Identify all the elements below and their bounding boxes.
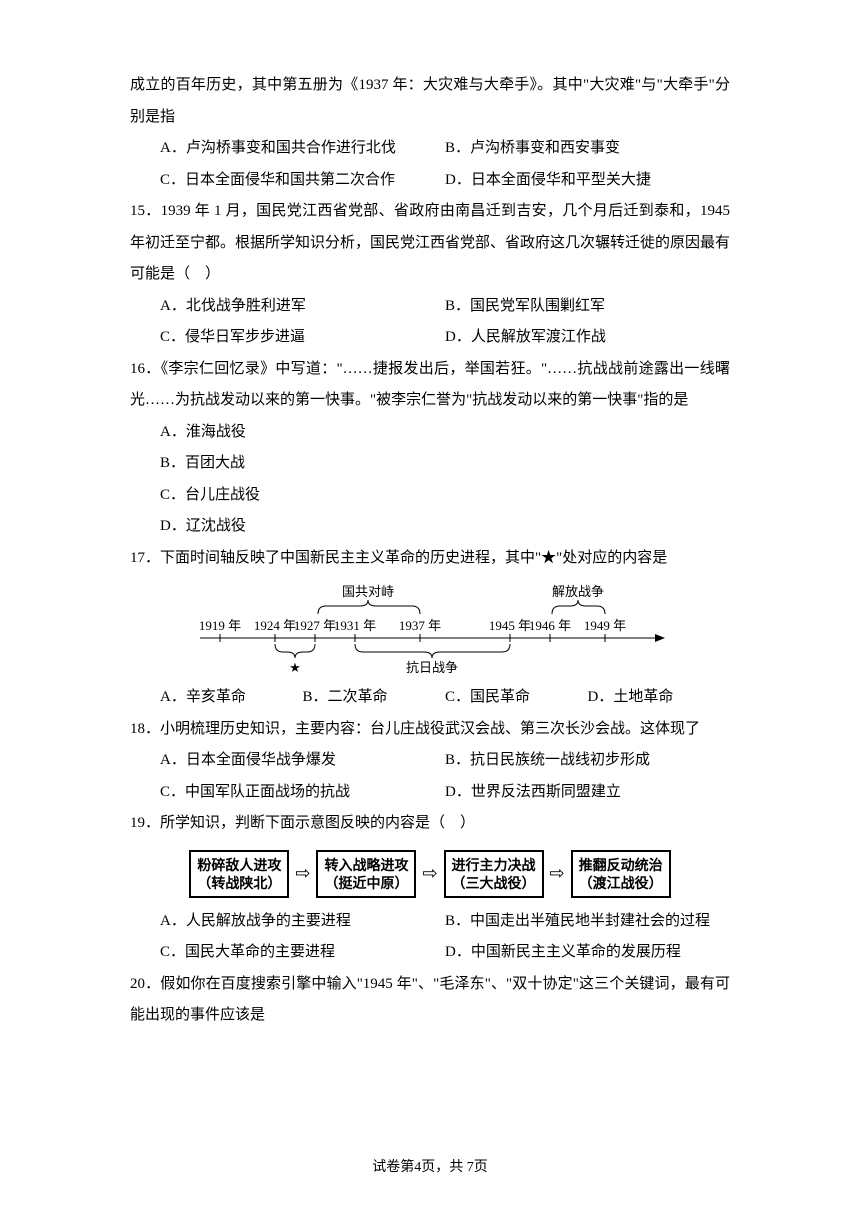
- q19-option-b: B．中国走出半殖民地半封建社会的过程: [445, 906, 730, 938]
- q17-option-b: B．二次革命: [303, 682, 446, 714]
- timeline-1946: 1946 年: [529, 618, 571, 633]
- flow-box-2: 转入战略进攻 （挺近中原）: [316, 850, 416, 898]
- q16-option-c: C．台儿庄战役: [130, 480, 730, 512]
- flow-box-3: 进行主力决战 （三大战役）: [444, 850, 544, 898]
- timeline-1924: 1924 年: [254, 618, 296, 633]
- q17-option-d: D．土地革命: [588, 682, 731, 714]
- q17-text: 17．下面时间轴反映了中国新民主主义革命的历史进程，其中"★"处对应的内容是: [130, 543, 730, 575]
- timeline-liberation: 解放战争: [552, 584, 604, 599]
- q19-options-row1: A．人民解放战争的主要进程 B．中国走出半殖民地半封建社会的过程: [130, 906, 730, 938]
- q16-text: 16．《李宗仁回忆录》中写道："……捷报发出后，举国若狂。"……抗战战前途露出一…: [130, 354, 730, 417]
- flow-box-4: 推翻反动统治 （渡江战役）: [571, 850, 671, 898]
- flow-arrow-2: ⇨: [422, 855, 437, 893]
- flow-box1-l1: 粉碎敌人进攻: [197, 857, 281, 873]
- q16-option-d: D．辽沈战役: [130, 511, 730, 543]
- q16-options: A．淮海战役 B．百团大战 C．台儿庄战役 D．辽沈战役: [130, 417, 730, 543]
- q18-options-row1: A．日本全面侵华战争爆发 B．抗日民族统一战线初步形成: [130, 745, 730, 777]
- page-content: 成立的百年历史，其中第五册为《1937 年：大灾难与大牵手》。其中"大灾难"与"…: [0, 0, 860, 1072]
- flow-box3-l2: （三大战役）: [452, 875, 536, 891]
- flow-diagram: 粉碎敌人进攻 （转战陕北） ⇨ 转入战略进攻 （挺近中原） ⇨ 进行主力决战 （…: [130, 850, 730, 898]
- timeline-1927: 1927 年: [294, 618, 336, 633]
- timeline-1919: 1919 年: [199, 618, 241, 633]
- timeline-1937: 1937 年: [399, 618, 441, 633]
- timeline-1949: 1949 年: [584, 618, 626, 633]
- intro-option-b: B．卢沟桥事变和西安事变: [445, 133, 730, 165]
- intro-text: 成立的百年历史，其中第五册为《1937 年：大灾难与大牵手》。其中"大灾难"与"…: [130, 70, 730, 133]
- q18-options-row2: C．中国军队正面战场的抗战 D．世界反法西斯同盟建立: [130, 777, 730, 809]
- q18-option-a: A．日本全面侵华战争爆发: [160, 745, 445, 777]
- q15-option-d: D．人民解放军渡江作战: [445, 322, 730, 354]
- intro-option-a: A．卢沟桥事变和国共合作进行北伐: [160, 133, 445, 165]
- timeline-1945: 1945 年: [489, 618, 531, 633]
- flow-box4-l1: 推翻反动统治: [579, 857, 663, 873]
- q18-option-d: D．世界反法西斯同盟建立: [445, 777, 730, 809]
- intro-option-c: C．日本全面侵华和国共第二次合作: [160, 165, 445, 197]
- q16-option-a: A．淮海战役: [130, 417, 730, 449]
- timeline-1931: 1931 年: [334, 618, 376, 633]
- timeline-diagram: 1919 年 1924 年 1927 年 1931 年 1937 年 1945 …: [190, 582, 670, 678]
- flow-box-1: 粉碎敌人进攻 （转战陕北）: [189, 850, 289, 898]
- q18-option-b: B．抗日民族统一战线初步形成: [445, 745, 730, 777]
- q17-options: A．辛亥革命 B．二次革命 C．国民革命 D．土地革命: [130, 682, 730, 714]
- page-footer: 试卷第4页，共 7页: [0, 1156, 860, 1176]
- q15-option-a: A．北伐战争胜利进军: [160, 291, 445, 323]
- q16-option-b: B．百团大战: [130, 448, 730, 480]
- flow-arrow-1: ⇨: [295, 855, 310, 893]
- intro-options-row2: C．日本全面侵华和国共第二次合作 D．日本全面侵华和平型关大捷: [130, 165, 730, 197]
- flow-box3-l1: 进行主力决战: [452, 857, 536, 873]
- flow-box1-l2: （转战陕北）: [197, 875, 281, 891]
- flow-box4-l2: （渡江战役）: [579, 875, 663, 891]
- q18-text: 18．小明梳理历史知识，主要内容：台儿庄战役武汉会战、第三次长沙会战。这体现了: [130, 714, 730, 746]
- q15-options-row1: A．北伐战争胜利进军 B．国民党军队围剿红军: [130, 291, 730, 323]
- q19-option-a: A．人民解放战争的主要进程: [160, 906, 445, 938]
- flow-arrow-3: ⇨: [550, 855, 565, 893]
- flow-box2-l1: 转入战略进攻: [324, 857, 408, 873]
- timeline-antijapanese: 抗日战争: [406, 660, 458, 675]
- q19-option-d: D．中国新民主主义革命的发展历程: [445, 937, 730, 969]
- q17-option-a: A．辛亥革命: [160, 682, 303, 714]
- q20-text: 20．假如你在百度搜索引擎中输入"1945 年"、"毛泽东"、"双十协定"这三个…: [130, 969, 730, 1032]
- q15-options-row2: C．侵华日军步步进逼 D．人民解放军渡江作战: [130, 322, 730, 354]
- q19-options-row2: C．国民大革命的主要进程 D．中国新民主主义革命的发展历程: [130, 937, 730, 969]
- intro-options-row1: A．卢沟桥事变和国共合作进行北伐 B．卢沟桥事变和西安事变: [130, 133, 730, 165]
- q18-option-c: C．中国军队正面战场的抗战: [160, 777, 445, 809]
- q15-text: 15．1939 年 1 月，国民党江西省党部、省政府由南昌迁到吉安，几个月后迁到…: [130, 196, 730, 291]
- q17-option-c: C．国民革命: [445, 682, 588, 714]
- timeline-star: ★: [289, 660, 301, 675]
- flow-box2-l2: （挺近中原）: [324, 875, 408, 891]
- q15-option-c: C．侵华日军步步进逼: [160, 322, 445, 354]
- q19-text: 19．所学知识，判断下面示意图反映的内容是（ ）: [130, 808, 730, 840]
- timeline-confrontation: 国共对峙: [342, 584, 394, 599]
- q15-option-b: B．国民党军队围剿红军: [445, 291, 730, 323]
- q19-option-c: C．国民大革命的主要进程: [160, 937, 445, 969]
- intro-option-d: D．日本全面侵华和平型关大捷: [445, 165, 730, 197]
